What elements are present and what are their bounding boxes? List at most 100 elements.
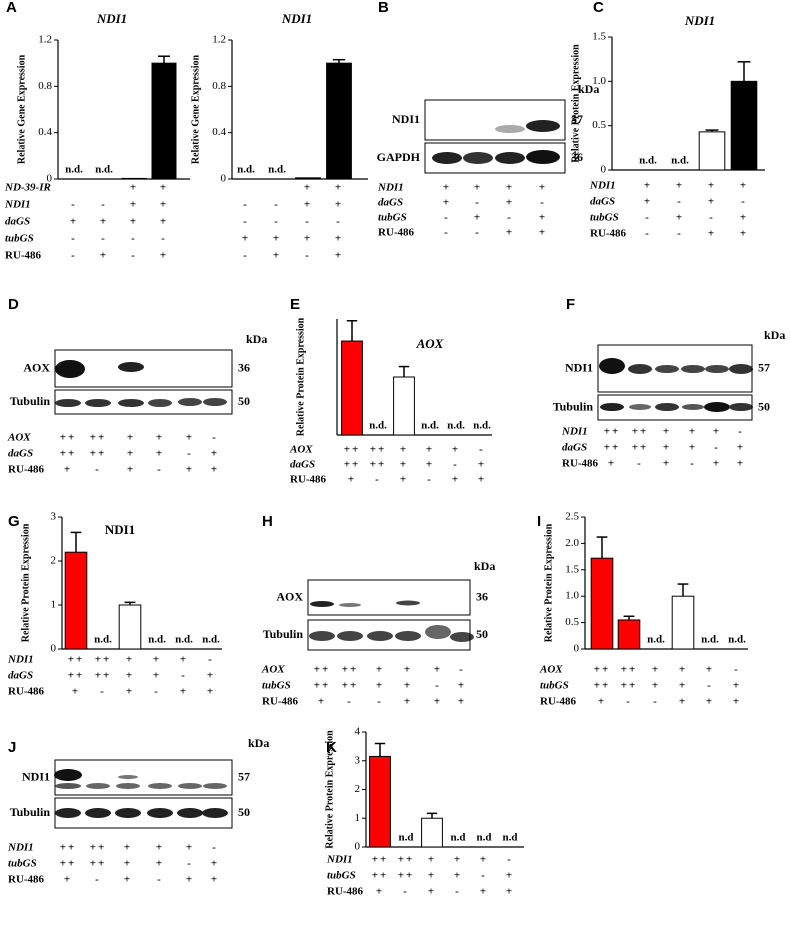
condition-label: RU-486 xyxy=(8,874,45,886)
condition-label: NDI1 xyxy=(7,654,34,666)
kda-marker: 50 xyxy=(238,805,250,819)
condition-value: - xyxy=(479,444,485,456)
kda-marker: 57 xyxy=(238,769,250,783)
condition-value: - xyxy=(161,233,167,245)
condition-value: ++ xyxy=(314,664,331,676)
condition-value: + xyxy=(130,182,138,194)
condition-value: + xyxy=(156,842,164,854)
condition-value: + xyxy=(160,199,168,211)
band xyxy=(337,631,363,641)
y-tick-label: 0.4 xyxy=(212,126,226,138)
band xyxy=(729,403,753,411)
y-tick-label: 1 xyxy=(51,599,57,611)
condition-value: + xyxy=(713,458,721,470)
y-tick-label: 2.0 xyxy=(565,537,579,549)
bar xyxy=(295,177,321,180)
kda-marker: 50 xyxy=(758,399,770,413)
condition-label: RU-486 xyxy=(290,474,327,486)
blot-bands xyxy=(54,120,753,818)
blot-frame xyxy=(54,349,233,388)
condition-value: + xyxy=(180,686,188,698)
condition-value: ++ xyxy=(90,432,107,444)
condition-value: + xyxy=(400,474,408,486)
band xyxy=(118,362,144,372)
condition-value: - xyxy=(455,886,461,898)
value-label: n.d. xyxy=(237,164,255,176)
bar xyxy=(64,551,88,650)
condition-value: ++ xyxy=(632,442,649,454)
y-tick-label: 0.4 xyxy=(38,126,52,138)
y-tick-label: 2 xyxy=(355,783,361,795)
condition-value: + xyxy=(452,444,460,456)
condition-value: + xyxy=(454,854,462,866)
band xyxy=(599,358,625,374)
condition-value: - xyxy=(444,212,450,224)
condition-value: + xyxy=(130,216,138,228)
condition-value: - xyxy=(101,233,107,245)
condition-value: ++ xyxy=(604,426,621,438)
value-label: n.d. xyxy=(447,420,465,432)
condition-value: - xyxy=(459,664,465,676)
condition-value: + xyxy=(186,464,194,476)
condition-value: + xyxy=(156,448,164,460)
condition-label: RU-486 xyxy=(327,886,364,898)
y-tick-label: 4 xyxy=(355,726,361,738)
panel-letter: B xyxy=(378,0,389,16)
condition-label: daGS xyxy=(5,216,30,228)
condition-value: + xyxy=(689,442,697,454)
condition-label: AOX xyxy=(261,664,285,676)
y-axis-label: Relative Protein Expression xyxy=(543,523,554,642)
value-label: n.d. xyxy=(473,420,491,432)
condition-label: daGS xyxy=(8,670,33,682)
condition-label: AOX xyxy=(7,432,31,444)
condition-value: - xyxy=(738,426,744,438)
condition-label: RU-486 xyxy=(8,464,45,476)
value-label: n.d. xyxy=(95,164,113,176)
condition-value: ++ xyxy=(90,858,107,870)
y-tick-label: 1.2 xyxy=(212,34,226,46)
condition-value: + xyxy=(207,686,215,698)
condition-value: + xyxy=(506,182,514,194)
chart-title: NDI1 xyxy=(684,13,715,28)
band xyxy=(116,783,140,789)
y-tick-label: 0 xyxy=(221,173,227,185)
band xyxy=(85,808,111,818)
condition-value: + xyxy=(478,459,486,471)
blot-frame xyxy=(54,759,233,796)
condition-value: - xyxy=(645,212,651,224)
blot-label: GAPDH xyxy=(377,150,421,164)
condition-value: ++ xyxy=(342,680,359,692)
condition-value: + xyxy=(652,680,660,692)
condition-value: + xyxy=(740,180,748,192)
condition-value: - xyxy=(734,664,740,676)
condition-label: ND-39-IR xyxy=(4,182,51,194)
condition-value: - xyxy=(187,448,193,460)
condition-value: - xyxy=(653,696,659,708)
condition-value: - xyxy=(212,842,218,854)
value-label: n.d xyxy=(451,832,466,844)
condition-value: - xyxy=(336,216,342,228)
y-tick-label: 2 xyxy=(51,555,57,567)
condition-value: + xyxy=(539,212,547,224)
kda-marker: 57 xyxy=(758,360,770,374)
condition-value: + xyxy=(713,426,721,438)
condition-value: + xyxy=(130,199,138,211)
condition-value: + xyxy=(186,842,194,854)
band xyxy=(55,808,81,818)
condition-value: + xyxy=(708,228,716,240)
condition-value: - xyxy=(481,870,487,882)
condition-value: + xyxy=(186,874,194,886)
condition-label: daGS xyxy=(378,197,403,209)
condition-value: + xyxy=(242,233,250,245)
value-label: n.d. xyxy=(202,634,220,646)
band xyxy=(147,808,173,818)
condition-value: + xyxy=(211,874,219,886)
condition-value: + xyxy=(64,874,72,886)
condition-label: RU-486 xyxy=(590,228,627,240)
chart-title: AOX xyxy=(416,336,444,351)
band xyxy=(86,783,110,789)
blot-label: AOX xyxy=(23,360,50,374)
condition-value: + xyxy=(733,696,741,708)
condition-value: + xyxy=(539,182,547,194)
condition-value: + xyxy=(126,654,134,666)
